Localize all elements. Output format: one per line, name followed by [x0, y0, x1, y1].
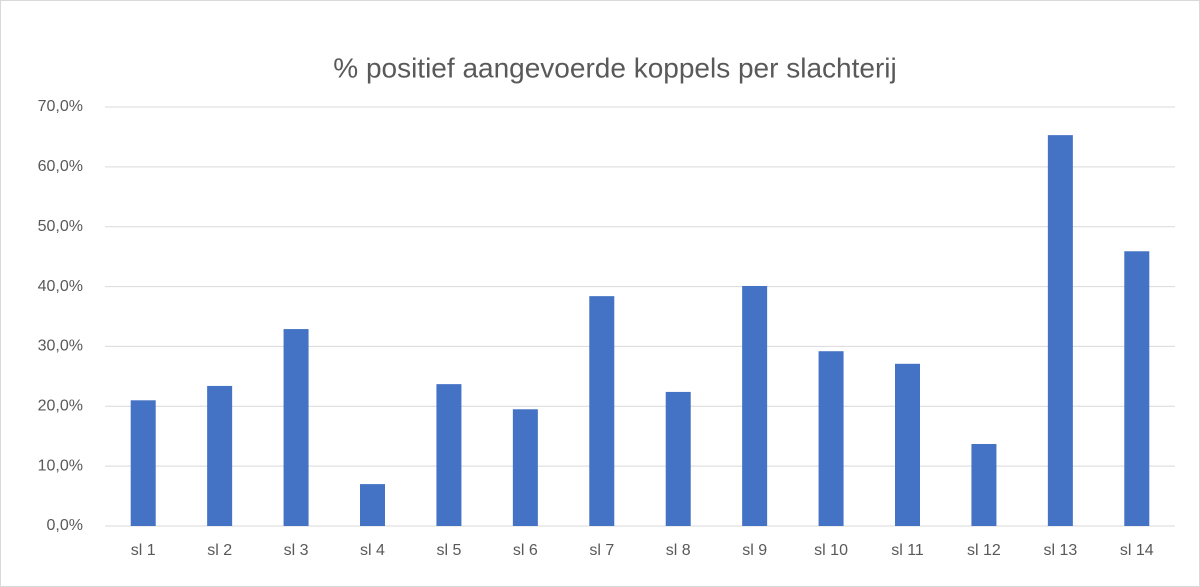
y-tick-label: 60,0%: [38, 158, 83, 175]
bar: [360, 484, 385, 526]
chart-title: % positief aangevoerde koppels per slach…: [333, 52, 896, 83]
x-tick-label: sl 11: [891, 542, 924, 559]
y-tick-label: 20,0%: [38, 398, 83, 415]
bar: [742, 285, 768, 526]
x-tick-label: sl 13: [1043, 542, 1077, 559]
y-tick-label: 10,0%: [38, 457, 83, 474]
bar: [512, 409, 538, 526]
bar: [1047, 135, 1073, 526]
y-tick-label: 50,0%: [38, 218, 83, 235]
bar: [818, 351, 844, 526]
bar: [589, 296, 615, 526]
y-tick-label: 30,0%: [38, 338, 83, 355]
x-tick-label: sl 9: [742, 542, 767, 559]
bar: [971, 443, 997, 526]
x-tick-label: sl 5: [436, 542, 461, 559]
bar: [207, 385, 233, 526]
y-tick-label: 0,0%: [47, 517, 83, 534]
x-tick-label: sl 6: [513, 542, 538, 559]
x-tick-label: sl 1: [131, 542, 156, 559]
bar: [665, 391, 691, 526]
x-tick-label: sl 4: [360, 542, 385, 559]
x-tick-label: sl 14: [1120, 542, 1154, 559]
x-tick-label: sl 12: [967, 542, 1001, 559]
x-tick-label: sl 10: [814, 542, 848, 559]
bar: [1124, 251, 1150, 526]
bar: [436, 384, 462, 526]
y-tick-label: 40,0%: [38, 278, 83, 295]
bar: [130, 400, 156, 526]
x-tick-label: sl 2: [207, 542, 232, 559]
y-tick-label: 70,0%: [38, 98, 83, 115]
x-tick-label: sl 7: [589, 542, 614, 559]
x-tick-label: sl 3: [284, 542, 309, 559]
x-tick-label: sl 8: [666, 542, 691, 559]
bar: [895, 363, 920, 526]
bar: [283, 329, 309, 526]
